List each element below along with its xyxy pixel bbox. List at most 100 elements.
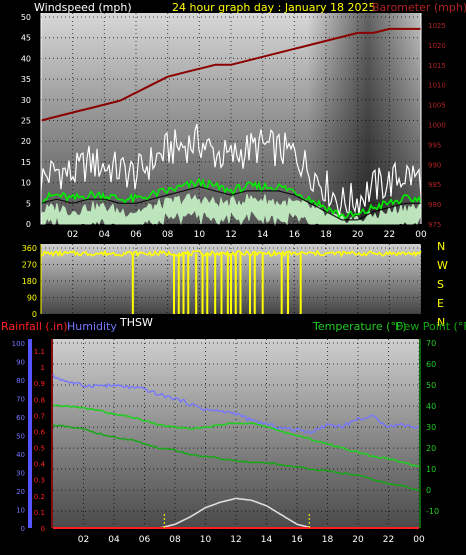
x-tick-label: 00: [413, 535, 425, 545]
x-tick-label: 14: [261, 535, 273, 545]
x-tick-label: 08: [162, 230, 174, 240]
humidity-y-tick-label: 70: [16, 396, 25, 404]
wind-y-tick-label: 5: [26, 199, 31, 208]
rainfall-y-tick-label: 1.1: [34, 348, 45, 356]
x-tick-label: 04: [99, 230, 111, 240]
x-tick-label: 06: [139, 535, 151, 545]
x-tick-label: 04: [108, 535, 120, 545]
compass-label: N: [437, 240, 445, 253]
wind-y-tick-label: 40: [21, 54, 31, 63]
humidity-y-tick-label: 30: [16, 470, 25, 478]
wind-y-tick-label: 50: [21, 13, 31, 22]
x-tick-label: 00: [415, 230, 427, 240]
rainfall-y-tick-label: 0.4: [34, 461, 46, 469]
wind-y-tick-label: 25: [21, 117, 31, 126]
rainfall-axis-title: Rainfall (.in): [1, 320, 68, 333]
humidity-y-tick-label: 90: [16, 359, 25, 367]
direction-y-tick-label: 90: [27, 294, 37, 303]
wind-trend-line: [40, 186, 421, 221]
rainfall-y-tick-label: 0.3: [34, 477, 45, 485]
barometer-y-tick-label: 985: [428, 181, 441, 189]
rainfall-y-tick-label: 0.5: [34, 445, 45, 453]
temperature-y-tick-label: -10: [426, 507, 439, 516]
wind-y-tick-label: 0: [26, 220, 31, 229]
barometer-y-tick-label: 1025: [428, 22, 446, 30]
x-tick-label: 20: [352, 535, 364, 545]
x-tick-label: 18: [322, 535, 334, 545]
wind-axis-title: Windspeed (mph): [34, 1, 132, 14]
temperature-y-tick-label: 10: [426, 465, 436, 474]
wind-gust-line: [40, 123, 422, 216]
barometer-y-tick-label: 1000: [428, 121, 446, 129]
temperature-axis-title: Temperature (°F): [312, 320, 407, 333]
temperature-y-tick-label: 0: [426, 486, 431, 495]
temperature-y-tick-label: 30: [426, 423, 436, 432]
humidity-y-tick-label: 80: [16, 377, 25, 385]
rainfall-y-tick-label: 0.6: [34, 428, 46, 436]
wind-y-tick-label: 45: [21, 34, 31, 43]
humidity-y-tick-label: 60: [16, 414, 25, 422]
compass-label: W: [437, 259, 448, 272]
x-tick-label: 12: [225, 230, 236, 240]
temperature-y-tick-label: 20: [426, 444, 436, 453]
temperature-line: [52, 404, 420, 468]
wind-y-tick-label: 10: [21, 179, 31, 188]
x-tick-label: 06: [130, 230, 142, 240]
wind-y-tick-label: 15: [21, 158, 31, 167]
x-tick-label: 02: [67, 230, 78, 240]
wind-y-tick-label: 30: [21, 96, 31, 105]
x-tick-label: 10: [194, 230, 206, 240]
temperature-y-tick-label: 60: [426, 360, 436, 369]
humidity-y-tick-label: 50: [16, 433, 25, 441]
wind-y-tick-label: 20: [21, 137, 31, 146]
direction-y-tick-label: 270: [22, 261, 37, 270]
humidity-y-tick-label: 10: [16, 507, 25, 515]
barometer-y-tick-label: 1015: [428, 62, 446, 70]
barometer-y-tick-label: 975: [428, 221, 441, 229]
humidity-y-tick-label: 20: [16, 488, 25, 496]
wind-barometer-panel: 02 04 06 08 10 12 14 16 18 20 22 000510152025303540…: [21, 13, 446, 240]
x-tick-label: 18: [320, 230, 332, 240]
barometer-y-tick-label: 995: [428, 141, 441, 149]
x-tick-label: 14: [257, 230, 269, 240]
direction-y-tick-label: 180: [22, 277, 37, 286]
direction-y-tick-label: 360: [22, 244, 37, 253]
direction-y-tick-label: 0: [32, 310, 37, 319]
panel3-background: [53, 339, 419, 528]
temperature-y-tick-label: 50: [426, 381, 436, 390]
x-tick-label: 12: [230, 535, 241, 545]
humidity-y-tick-label: 40: [16, 451, 25, 459]
rainfall-y-tick-label: 0.7: [34, 412, 45, 420]
temperature-humidity-panel: 02 04 06 08 10 12 14 16 18 20 22 00-100102030405060…: [12, 339, 439, 545]
humidity-y-tick-label: 0: [21, 525, 25, 533]
humidity-y-tick-label: 100: [12, 340, 25, 348]
wind-average-line: [40, 177, 422, 220]
graph-title: 24 hour graph day : January 18 2025: [172, 1, 376, 14]
x-tick-label: 20: [352, 230, 364, 240]
temperature-y-tick-label: 70: [426, 339, 436, 348]
barometer-line: [40, 27, 421, 122]
rainfall-y-tick-label: 0.8: [34, 396, 45, 404]
compass-label: S: [437, 278, 444, 291]
x-tick-label: 22: [384, 230, 395, 240]
compass-label: N: [437, 316, 445, 329]
rainfall-y-tick-label: 0: [41, 525, 45, 533]
x-tick-label: 22: [383, 535, 394, 545]
barometer-y-tick-label: 1005: [428, 102, 446, 110]
rainfall-y-tick-label: 0.2: [34, 493, 45, 501]
compass-label: E: [437, 297, 444, 310]
barometer-y-tick-label: 1020: [428, 42, 446, 50]
rainfall-y-tick-label: 0.1: [34, 509, 45, 517]
barometer-y-tick-label: 1010: [428, 82, 446, 90]
thsw-label: THSW: [119, 316, 153, 329]
humidity-axis-title: Humidity: [67, 320, 117, 333]
temperature-y-tick-label: 40: [426, 402, 436, 411]
barometer-y-tick-label: 990: [428, 161, 441, 169]
panel1-night-shade: [41, 13, 421, 224]
barometer-y-tick-label: 980: [428, 201, 441, 209]
x-tick-label: 16: [291, 535, 303, 545]
x-tick-label: 02: [78, 535, 89, 545]
x-tick-label: 10: [200, 535, 212, 545]
